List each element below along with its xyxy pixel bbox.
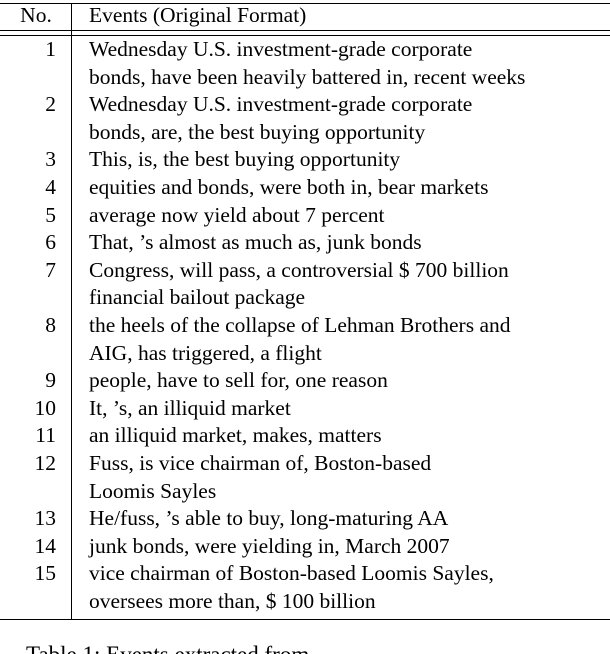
event-cell: an illiquid market, makes, matters: [89, 422, 610, 450]
row-number: 2: [45, 92, 56, 117]
header-cell: Events (Original Format): [89, 3, 307, 27]
event-cell: He/fuss, ’s able to buy, long-maturing A…: [89, 505, 610, 533]
table-row: 12 Fuss, is vice chairman of, Boston-base…: [0, 450, 610, 505]
row-number: 13: [34, 506, 57, 531]
event-cell: Fuss, is vice chairman of, Boston-based L…: [89, 450, 610, 505]
row-number: 15: [34, 561, 57, 586]
event-line: Wednesday U.S. investment-grade corporat…: [89, 37, 473, 61]
table-row: 5 average now yield about 7 percent: [0, 202, 610, 230]
table-caption: Table 1: Events extracted from: [26, 642, 309, 654]
table-row: 8 the heels of the collapse of Lehman Bro…: [0, 312, 610, 367]
row-number: 12: [34, 450, 57, 475]
event-line: vice chairman of Boston-based Loomis Say…: [89, 561, 494, 586]
table-row: 7 Congress, will pass, a controversial $ …: [0, 257, 610, 312]
event-cell: the heels of the collapse of Lehman Brot…: [89, 312, 610, 367]
row-number: 5: [45, 202, 56, 227]
header-cell: No.: [20, 3, 52, 27]
row-number: 7: [45, 257, 56, 282]
event-line: He/fuss, ’s able to buy, long-maturing A…: [89, 506, 449, 531]
table-row: 6 That, ’s almost as much as, junk bonds: [0, 229, 610, 257]
event-cell: Congress, will pass, a controversial $ 7…: [89, 257, 610, 312]
event-line: It, ’s, an illiquid market: [89, 395, 291, 420]
row-number: 8: [45, 312, 56, 337]
table-row: 1 Wednesday U.S. investment-grade corpora…: [0, 36, 610, 91]
table-row: 10 It, ’s, an illiquid market: [0, 395, 610, 423]
event-line: financial bailout package: [89, 285, 306, 310]
event-line: the heels of the collapse of Lehman Brot…: [89, 312, 511, 337]
event-cell: It, ’s, an illiquid market: [89, 395, 610, 423]
table-row: 2 Wednesday U.S. investment-grade corpora…: [0, 91, 610, 146]
event-line: junk bonds, were yielding in, March 2007: [89, 533, 450, 558]
event-line: AIG, has triggered, a flight: [89, 340, 322, 365]
event-cell: equities and bonds, were both in, bear m…: [89, 174, 610, 202]
row-number: 6: [45, 230, 56, 255]
event-line: bonds, have been heavily battered in, re…: [89, 64, 526, 89]
row-number: 3: [45, 147, 56, 172]
row-number: 11: [35, 423, 56, 448]
event-cell: Wednesday U.S. investment-grade corporat…: [89, 91, 610, 146]
top-rule: [0, 3, 610, 4]
table-row: 3 This, is, the best buying opportunity: [0, 146, 610, 174]
event-cell: vice chairman of Boston-based Loomis Say…: [89, 560, 610, 615]
table-body: 1 Wednesday U.S. investment-grade corpora…: [0, 36, 610, 615]
event-line: Fuss, is vice chairman of, Boston-based: [89, 450, 432, 475]
event-line: equities and bonds, were both in, bear m…: [89, 174, 489, 199]
event-cell: average now yield about 7 percent: [89, 202, 610, 230]
event-line: Wednesday U.S. investment-grade corporat…: [89, 92, 473, 117]
row-number: 9: [45, 368, 56, 393]
table-row: 11 an illiquid market, makes, matters: [0, 422, 610, 450]
event-line: This, is, the best buying opportunity: [89, 147, 401, 172]
row-number: 4: [45, 174, 56, 199]
event-cell: That, ’s almost as much as, junk bonds: [89, 229, 610, 257]
event-line: people, have to sell for, one reason: [89, 368, 388, 393]
table-row: 13 He/fuss, ’s able to buy, long-maturing…: [0, 505, 610, 533]
column-divider: [71, 4, 72, 620]
event-line: bonds, are, the best buying opportunity: [89, 119, 426, 144]
header-rule: [0, 30, 610, 31]
event-line: Loomis Sayles: [89, 478, 217, 503]
event-line: an illiquid market, makes, matters: [89, 423, 382, 448]
event-line: Congress, will pass, a controversial $ 7…: [89, 257, 509, 282]
row-number: 10: [34, 395, 57, 420]
event-line: average now yield about 7 percent: [89, 202, 385, 227]
row-number: 1: [45, 37, 56, 61]
event-cell: This, is, the best buying opportunity: [89, 146, 610, 174]
table-row: 9 people, have to sell for, one reason: [0, 367, 610, 395]
event-cell: junk bonds, were yielding in, March 2007: [89, 533, 610, 561]
table-row: 4 equities and bonds, were both in, bear …: [0, 174, 610, 202]
row-number: 14: [34, 533, 57, 558]
event-line: That, ’s almost as much as, junk bonds: [89, 230, 422, 255]
table-row: 14 junk bonds, were yielding in, March 20…: [0, 533, 610, 561]
header-rule: [0, 35, 610, 36]
event-cell: Wednesday U.S. investment-grade corporat…: [89, 36, 610, 91]
event-cell: people, have to sell for, one reason: [89, 367, 610, 395]
table-row: 15 vice chairman of Boston-based Loomis S…: [0, 560, 610, 615]
event-line: oversees more than, $ 100 billion: [89, 588, 376, 613]
bottom-rule: [0, 619, 610, 620]
